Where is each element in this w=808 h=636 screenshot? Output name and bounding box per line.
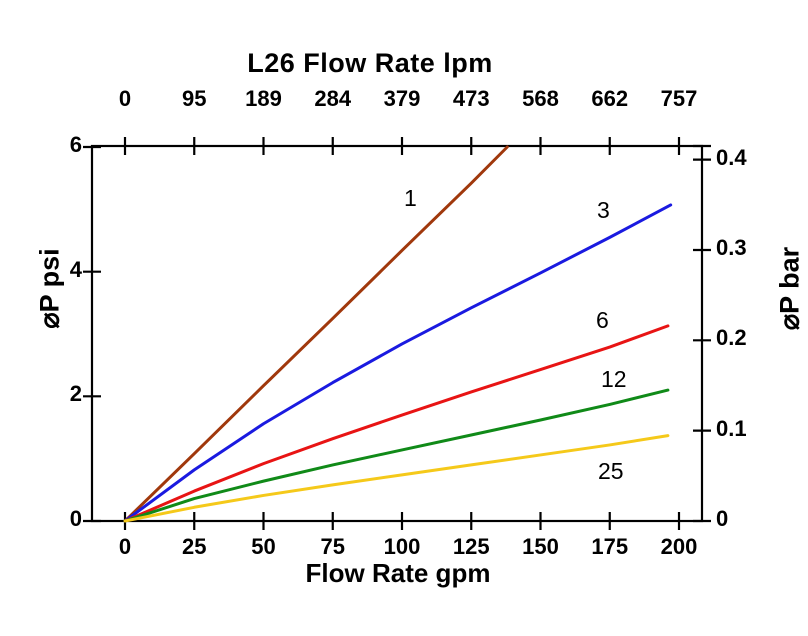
primary-x-axis-title: Flow Rate gpm xyxy=(305,558,491,588)
curve-series-12 xyxy=(123,388,670,523)
primary-x-tick-label-5: 125 xyxy=(452,534,490,559)
secondary-x-axis-title: L26 Flow Rate lpm xyxy=(247,48,493,78)
secondary-x-tick-label-7: 662 xyxy=(591,86,629,111)
secondary-x-tick-label-8: 757 xyxy=(660,86,698,111)
series-label-12: 12 xyxy=(601,366,627,392)
secondary-x-tick-label-4: 379 xyxy=(383,86,421,111)
series-label-25: 25 xyxy=(598,458,624,484)
secondary-x-tick-label-5: 473 xyxy=(452,86,490,111)
curve-series-3 xyxy=(123,203,673,523)
primary-x-tick-label-0: 0 xyxy=(118,534,132,559)
curve-series-25 xyxy=(123,434,670,523)
data-curves xyxy=(123,145,673,523)
secondary-y-tick-label-3: 0.3 xyxy=(716,234,747,260)
primary-x-tick-label-8: 200 xyxy=(660,534,698,559)
secondary-x-tick-label-1: 95 xyxy=(182,86,207,111)
primary-x-tick-label-4: 100 xyxy=(383,534,421,559)
axis-frame xyxy=(90,144,704,523)
series-label-1: 1 xyxy=(404,185,417,211)
secondary-y-tick-label-1: 0.1 xyxy=(716,415,747,441)
primary-x-tick-label-2: 50 xyxy=(251,534,276,559)
plot-frame-rect xyxy=(90,144,704,523)
secondary-y-tick-label-4: 0.4 xyxy=(716,144,747,170)
secondary-y-tick-label-0: 0 xyxy=(716,506,729,531)
primary-x-tick-label-1: 25 xyxy=(182,534,207,559)
primary-y-tick-label-3: 6 xyxy=(69,132,82,157)
primary-x-tick-label-6: 150 xyxy=(522,534,559,559)
secondary-x-tick-label-6: 568 xyxy=(522,86,559,111)
primary-x-tick-label-3: 75 xyxy=(320,534,345,559)
primary-y-tick-label-2: 4 xyxy=(69,256,82,282)
axis-ticks xyxy=(83,137,711,530)
primary-y-tick-label-1: 2 xyxy=(69,381,82,407)
secondary-x-tick-label-3: 284 xyxy=(314,86,352,111)
secondary-x-tick-label-0: 0 xyxy=(118,86,132,111)
series-label-3: 3 xyxy=(597,197,610,223)
secondary-y-tick-label-2: 0.2 xyxy=(716,325,747,351)
primary-x-tick-label-7: 175 xyxy=(591,534,629,559)
secondary-x-tick-label-2: 189 xyxy=(245,86,282,111)
primary-y-tick-label-0: 0 xyxy=(69,506,82,531)
series-label-6: 6 xyxy=(596,307,609,333)
curve-series-1 xyxy=(123,145,509,523)
curve-series-6 xyxy=(123,324,670,523)
